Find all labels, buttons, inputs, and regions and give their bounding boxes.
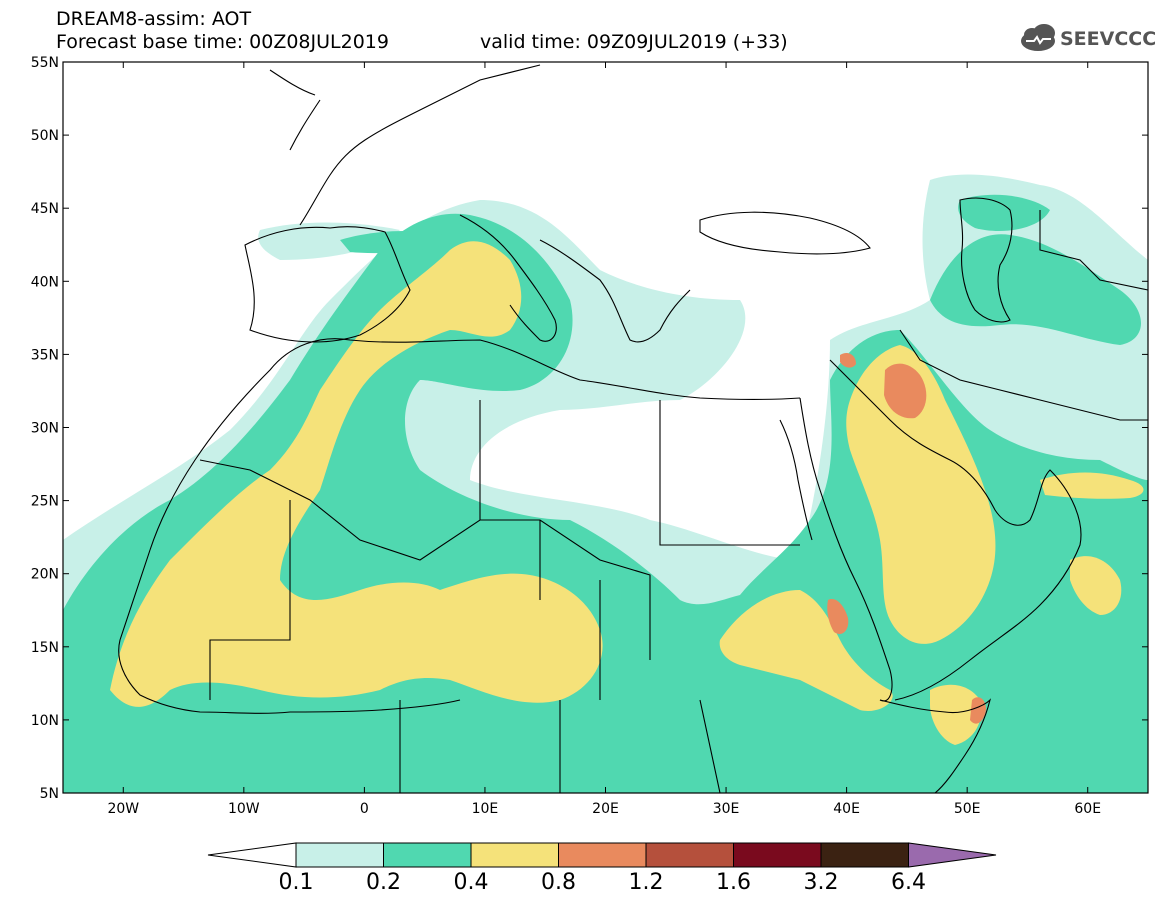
colorbar-label: 6.4 bbox=[891, 870, 926, 895]
lat-tick-label: 45N bbox=[31, 201, 59, 217]
lat-tick-label: 20N bbox=[31, 567, 59, 583]
logo-text: SEEVCCC bbox=[1060, 28, 1157, 50]
lat-tick-label: 40N bbox=[31, 274, 59, 290]
cloud-logo-icon bbox=[1021, 24, 1055, 51]
lat-tick-label: 10N bbox=[31, 713, 59, 729]
coastlines bbox=[118, 64, 1148, 793]
lon-tick-label: 30E bbox=[713, 801, 740, 817]
base-time: Forecast base time: 00Z08JUL2019 bbox=[56, 31, 389, 53]
lat-axis: 5N 10N 15N 20N 25N 30N 35N 40N 45N 50N 55N bbox=[31, 55, 1148, 802]
lat-tick-label: 25N bbox=[31, 494, 59, 510]
colorbar-label: 3.2 bbox=[803, 870, 839, 895]
lon-tick-label: 60E bbox=[1074, 801, 1101, 817]
lon-tick-label: 40E bbox=[833, 801, 860, 817]
aot-level-0.4 bbox=[110, 241, 1144, 745]
lon-axis: 20W 10W 0 10E 20E 30E 40E 50E 60E bbox=[107, 62, 1101, 817]
lon-tick-label: 20E bbox=[592, 801, 619, 817]
colorbar-label: 0.1 bbox=[278, 870, 314, 895]
colorbar-label: 1.6 bbox=[716, 870, 751, 895]
aot-field bbox=[63, 174, 1148, 793]
aot-level-0.8 bbox=[827, 353, 986, 724]
lon-tick-label: 50E bbox=[954, 801, 981, 817]
lat-tick-label: 35N bbox=[31, 347, 59, 363]
lon-tick-label: 10W bbox=[228, 801, 260, 817]
lat-tick-label: 30N bbox=[31, 421, 59, 437]
map-title: DREAM8-assim: AOT bbox=[56, 8, 252, 30]
lat-tick-label: 5N bbox=[40, 786, 59, 802]
colorbar-label: 1.2 bbox=[628, 870, 664, 895]
lat-tick-label: 50N bbox=[31, 128, 59, 144]
colorbar-label: 0.8 bbox=[541, 870, 576, 895]
valid-time: valid time: 09Z09JUL2019 (+33) bbox=[480, 31, 788, 53]
lon-tick-label: 20W bbox=[107, 801, 139, 817]
lat-tick-label: 55N bbox=[31, 55, 59, 71]
lon-tick-label: 0 bbox=[360, 801, 369, 817]
lon-tick-label: 10E bbox=[472, 801, 499, 817]
lat-tick-label: 15N bbox=[31, 640, 59, 656]
colorbar-label: 0.4 bbox=[453, 870, 489, 895]
colorbar-label: 0.2 bbox=[366, 870, 401, 895]
